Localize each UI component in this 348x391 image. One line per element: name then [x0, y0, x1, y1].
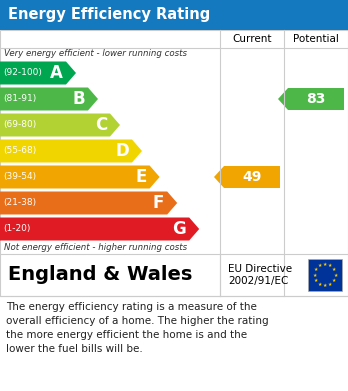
Text: ★: ★ [328, 282, 332, 287]
Text: (39-54): (39-54) [3, 172, 36, 181]
Text: (69-80): (69-80) [3, 120, 36, 129]
Text: ★: ★ [328, 264, 332, 268]
Polygon shape [214, 166, 280, 188]
Text: ★: ★ [317, 282, 322, 287]
Text: A: A [50, 64, 63, 82]
Text: EU Directive: EU Directive [228, 264, 292, 274]
Text: ★: ★ [314, 267, 318, 272]
Polygon shape [0, 113, 120, 136]
Text: B: B [72, 90, 85, 108]
Text: (92-100): (92-100) [3, 68, 42, 77]
Text: (81-91): (81-91) [3, 95, 36, 104]
Text: Potential: Potential [293, 34, 339, 44]
Text: The energy efficiency rating is a measure of the
overall efficiency of a home. T: The energy efficiency rating is a measur… [6, 302, 269, 354]
Text: Not energy efficient - higher running costs: Not energy efficient - higher running co… [4, 244, 187, 253]
Text: ★: ★ [323, 262, 327, 267]
Polygon shape [0, 88, 98, 111]
Text: Energy Efficiency Rating: Energy Efficiency Rating [8, 7, 210, 23]
Text: ★: ★ [332, 278, 336, 283]
Text: ★: ★ [317, 264, 322, 268]
Text: ★: ★ [333, 273, 338, 278]
Text: F: F [153, 194, 164, 212]
Text: D: D [115, 142, 129, 160]
Polygon shape [0, 165, 160, 188]
Text: (55-68): (55-68) [3, 147, 36, 156]
Text: E: E [135, 168, 147, 186]
Text: (21-38): (21-38) [3, 199, 36, 208]
Polygon shape [278, 88, 344, 110]
Polygon shape [0, 217, 199, 240]
Text: ★: ★ [314, 278, 318, 283]
Text: C: C [95, 116, 107, 134]
Bar [0, 30, 348, 296]
Text: 83: 83 [306, 92, 326, 106]
Polygon shape [0, 192, 177, 215]
Polygon shape [0, 140, 142, 163]
Text: G: G [173, 220, 186, 238]
Text: Very energy efficient - lower running costs: Very energy efficient - lower running co… [4, 50, 187, 59]
Text: ★: ★ [332, 267, 336, 272]
Text: Current: Current [232, 34, 272, 44]
Bar [308, 259, 342, 291]
Bar [0, 0, 348, 30]
Text: 49: 49 [242, 170, 262, 184]
Text: 2002/91/EC: 2002/91/EC [228, 276, 288, 286]
Polygon shape [0, 61, 76, 84]
Text: ★: ★ [312, 273, 317, 278]
Text: (1-20): (1-20) [3, 224, 30, 233]
Text: England & Wales: England & Wales [8, 265, 192, 285]
Text: ★: ★ [323, 283, 327, 288]
